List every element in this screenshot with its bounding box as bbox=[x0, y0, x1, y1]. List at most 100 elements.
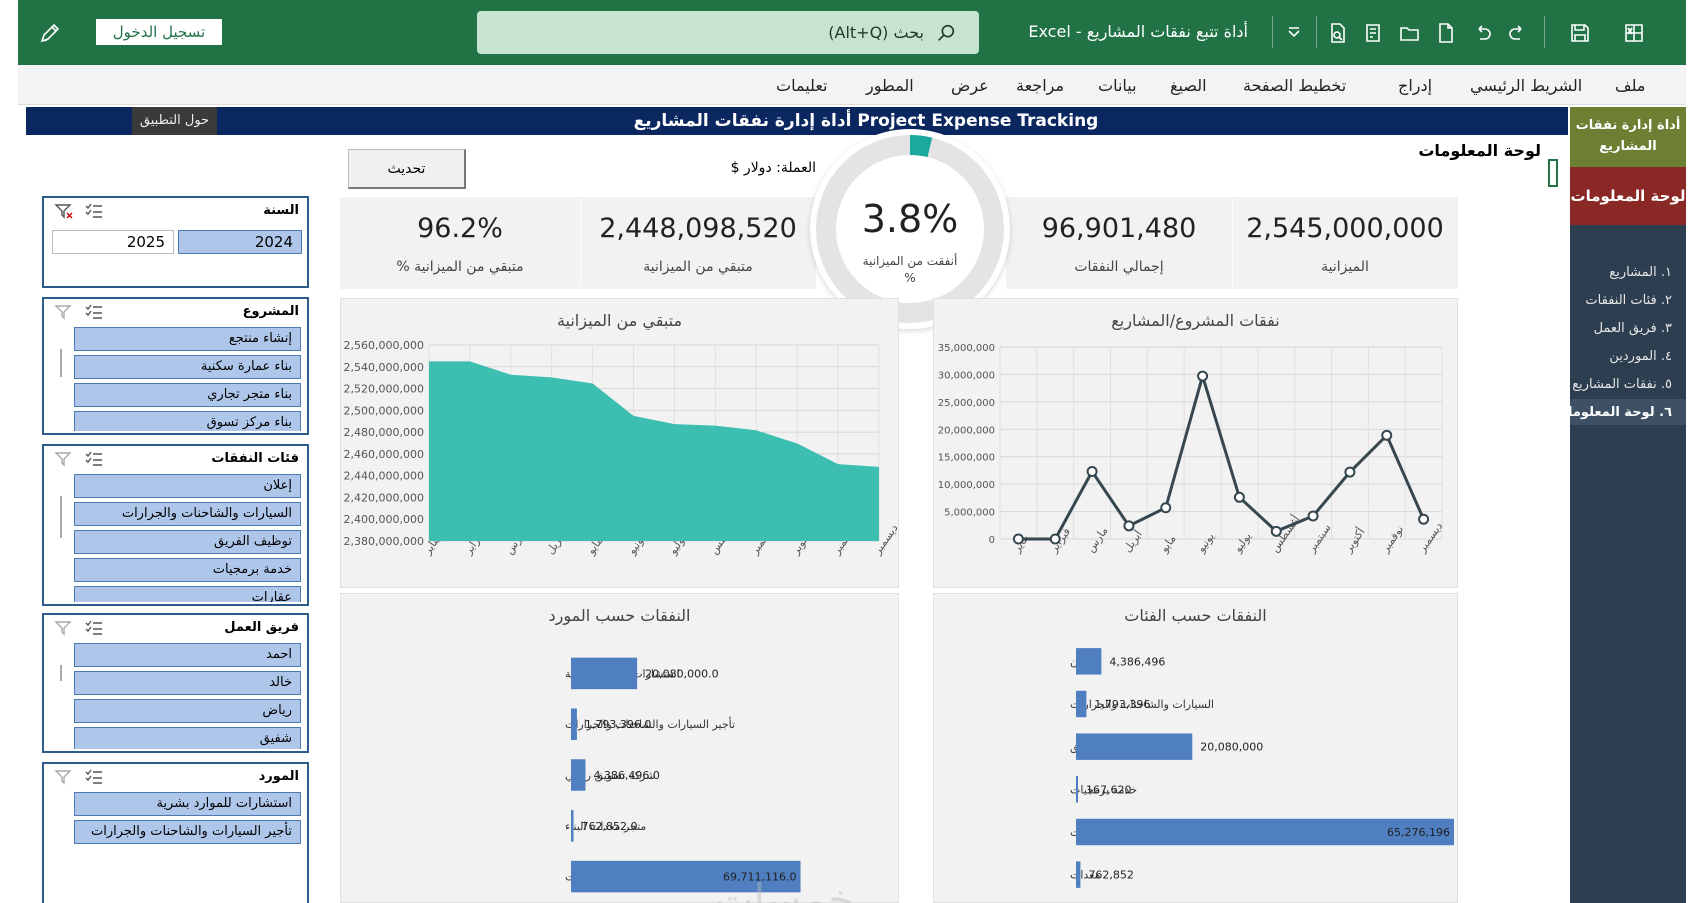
nav-link-team[interactable]: ٣. فريق العمل bbox=[1593, 321, 1672, 336]
y-tick-label: 2,440,000,000 bbox=[344, 470, 424, 483]
save-icon[interactable] bbox=[1566, 20, 1594, 46]
slicer-year-item-2025[interactable]: 2025 bbox=[52, 230, 174, 254]
bar bbox=[571, 759, 586, 791]
category-label: تأجير السيارات والشاحنات والجرارات bbox=[565, 716, 735, 731]
bar bbox=[571, 810, 574, 842]
signin-button[interactable]: تسجيل الدخول bbox=[96, 19, 222, 45]
slicer-project-item[interactable]: إنشاء منتجع bbox=[74, 327, 301, 351]
category-expense-chart-panel: النفقات حسب الفئات إعلان4,386,496السيارا… bbox=[933, 593, 1458, 903]
slicer-category-item[interactable]: إعلان bbox=[74, 474, 301, 498]
bar bbox=[1076, 861, 1081, 888]
clear-filter-icon[interactable] bbox=[54, 451, 74, 467]
slicer-scrollbar[interactable] bbox=[60, 349, 62, 377]
tab-insert[interactable]: إدراج bbox=[1398, 76, 1433, 95]
print-preview-icon[interactable] bbox=[1324, 20, 1352, 46]
nav-link-categories[interactable]: ٢. فئات النفقات bbox=[1585, 293, 1672, 308]
search-box[interactable]: بحث (Alt+Q) bbox=[477, 11, 979, 54]
refresh-button[interactable]: تحديث bbox=[348, 149, 466, 189]
nav-link-projects[interactable]: ١. المشاريع bbox=[1609, 265, 1672, 280]
slicer-project-item[interactable]: بناء متجر تجاري bbox=[74, 383, 301, 407]
slicer-category-item[interactable]: عقارات bbox=[74, 586, 301, 602]
spent-gauge: 3.8% أنفقت من الميزانية % bbox=[810, 129, 1010, 329]
multiselect-icon[interactable] bbox=[84, 769, 104, 785]
pen-icon[interactable] bbox=[36, 20, 64, 46]
nav-link-suppliers[interactable]: ٤. الموردين bbox=[1609, 349, 1672, 364]
data-point bbox=[1012, 533, 1024, 545]
slicer-year-item-2024[interactable]: 2024 bbox=[178, 230, 302, 254]
data-label: 762,852.0 bbox=[582, 820, 638, 833]
clear-filter-icon[interactable] bbox=[54, 304, 74, 320]
tab-page-layout[interactable]: تخطيط الصفحة bbox=[1243, 76, 1347, 95]
slicer-project-item[interactable]: بناء عمارة سكنية bbox=[74, 355, 301, 379]
slicer-team-item[interactable]: رياض bbox=[74, 699, 301, 723]
slicer-category-item[interactable]: خدمة برمجيات bbox=[74, 558, 301, 582]
slicer-supplier-item[interactable]: تأجير السيارات والشاحنات والجرارات bbox=[74, 820, 301, 844]
excel-window: تسجيل الدخول بحث (Alt+Q) أداة تتبع نفقات… bbox=[18, 0, 1686, 903]
new-file-icon[interactable] bbox=[1432, 20, 1460, 46]
multiselect-icon[interactable] bbox=[84, 203, 104, 219]
multiselect-icon[interactable] bbox=[84, 304, 104, 320]
slicer-supplier-item[interactable]: استشارات للموارد بشرية bbox=[74, 792, 301, 816]
tab-formulas[interactable]: الصيغ bbox=[1170, 76, 1207, 95]
slicer-team-item[interactable]: احمد bbox=[74, 643, 301, 667]
form-icon[interactable] bbox=[1360, 20, 1388, 46]
y-tick-label: 25,000,000 bbox=[938, 398, 995, 409]
clear-filter-icon[interactable] bbox=[54, 203, 74, 219]
data-point bbox=[1086, 466, 1098, 478]
slicer-team-item[interactable]: شفيق bbox=[74, 727, 301, 749]
customize-qat-icon[interactable] bbox=[1280, 20, 1308, 46]
supplier-expense-chart-panel: النفقات حسب المورد استشارات للموارد بشري… bbox=[340, 593, 899, 903]
search-placeholder: بحث (Alt+Q) bbox=[828, 23, 924, 42]
about-button[interactable]: حول التطبيق bbox=[132, 107, 217, 135]
clear-filter-icon[interactable] bbox=[54, 620, 74, 636]
remaining-budget-chart: 2,380,000,000 2,400,000,000 2,420,000,000 2… bbox=[344, 339, 900, 558]
tab-developer[interactable]: المطور bbox=[866, 76, 914, 95]
remaining-budget-chart-panel: متبقي من الميزانية 2,380,000,000 2,400,00… bbox=[340, 298, 900, 588]
selected-cell[interactable] bbox=[1548, 159, 1558, 187]
data-point bbox=[1123, 520, 1135, 532]
slicer-scrollbar[interactable] bbox=[60, 665, 62, 681]
slicer-year-title: السنة bbox=[263, 203, 299, 218]
clear-filter-icon[interactable] bbox=[54, 769, 74, 785]
title-bar: تسجيل الدخول بحث (Alt+Q) أداة تتبع نفقات… bbox=[18, 0, 1686, 65]
data-label: 167,620 bbox=[1086, 783, 1132, 796]
page-title: لوحة المعلومات bbox=[1418, 141, 1541, 160]
y-tick-label: 2,380,000,000 bbox=[344, 535, 424, 548]
slicer-project-item[interactable]: بناء مركز تسوق bbox=[74, 411, 301, 431]
slicer-team-title: فريق العمل bbox=[224, 620, 299, 635]
slicer-category-item[interactable]: السيارات والشاحنات والجرارات bbox=[74, 502, 301, 526]
x-tick-label: أبريل bbox=[1120, 527, 1145, 554]
slicer-team-item[interactable]: خالد bbox=[74, 671, 301, 695]
nav-app-title[interactable]: أداة إدارة نفقات المشاريع bbox=[1570, 107, 1686, 167]
category-expense-chart-title: النفقات حسب الفئات bbox=[1124, 606, 1267, 625]
data-point bbox=[1307, 510, 1319, 522]
undo-icon[interactable] bbox=[1468, 20, 1496, 46]
kpi-card-remaining-group: 96.2% متبقي من الميزانية % 2,448,098,520… bbox=[340, 197, 816, 289]
y-tick-label: 2,500,000,000 bbox=[344, 404, 424, 417]
spent-pct-label: أنفقت من الميزانية % bbox=[862, 254, 958, 285]
x-tick-label: ديسمبر bbox=[1415, 520, 1446, 556]
header-banner: حول التطبيق أداة إدارة نفقات المشاريع Pr… bbox=[26, 107, 1568, 135]
slicer-scrollbar[interactable] bbox=[60, 496, 62, 538]
remaining-budget-chart-title: متبقي من الميزانية bbox=[556, 311, 683, 330]
nav-dashboard-button[interactable]: لوحة المعلومات bbox=[1570, 167, 1686, 225]
tab-help[interactable]: تعليمات bbox=[776, 76, 828, 95]
y-tick-label: 5,000,000 bbox=[944, 508, 995, 519]
bar bbox=[1076, 690, 1087, 718]
tab-file[interactable]: ملف bbox=[1615, 76, 1646, 95]
multiselect-icon[interactable] bbox=[84, 451, 104, 467]
slicer-project-list: إنشاء منتجع بناء عمارة سكنية بناء متجر ت… bbox=[74, 327, 301, 431]
multiselect-icon[interactable] bbox=[84, 620, 104, 636]
tab-view[interactable]: عرض bbox=[951, 76, 989, 95]
bar bbox=[1076, 818, 1454, 846]
nav-link-expenses[interactable]: ٥. نفقات المشاريع bbox=[1572, 377, 1672, 392]
nav-link-dashboard[interactable]: ٦. لوحة المعلومات bbox=[1554, 405, 1672, 420]
tab-home[interactable]: الشريط الرئيسي bbox=[1470, 76, 1583, 95]
open-folder-icon[interactable] bbox=[1396, 20, 1424, 46]
data-label: 20,080,000.0 bbox=[645, 667, 718, 680]
slicer-category-item[interactable]: توظيف الفريق bbox=[74, 530, 301, 554]
tab-data[interactable]: بيانات bbox=[1098, 76, 1137, 95]
redo-icon[interactable] bbox=[1504, 20, 1532, 46]
kpi-divider bbox=[1232, 199, 1233, 287]
tab-review[interactable]: مراجعة bbox=[1016, 76, 1065, 95]
